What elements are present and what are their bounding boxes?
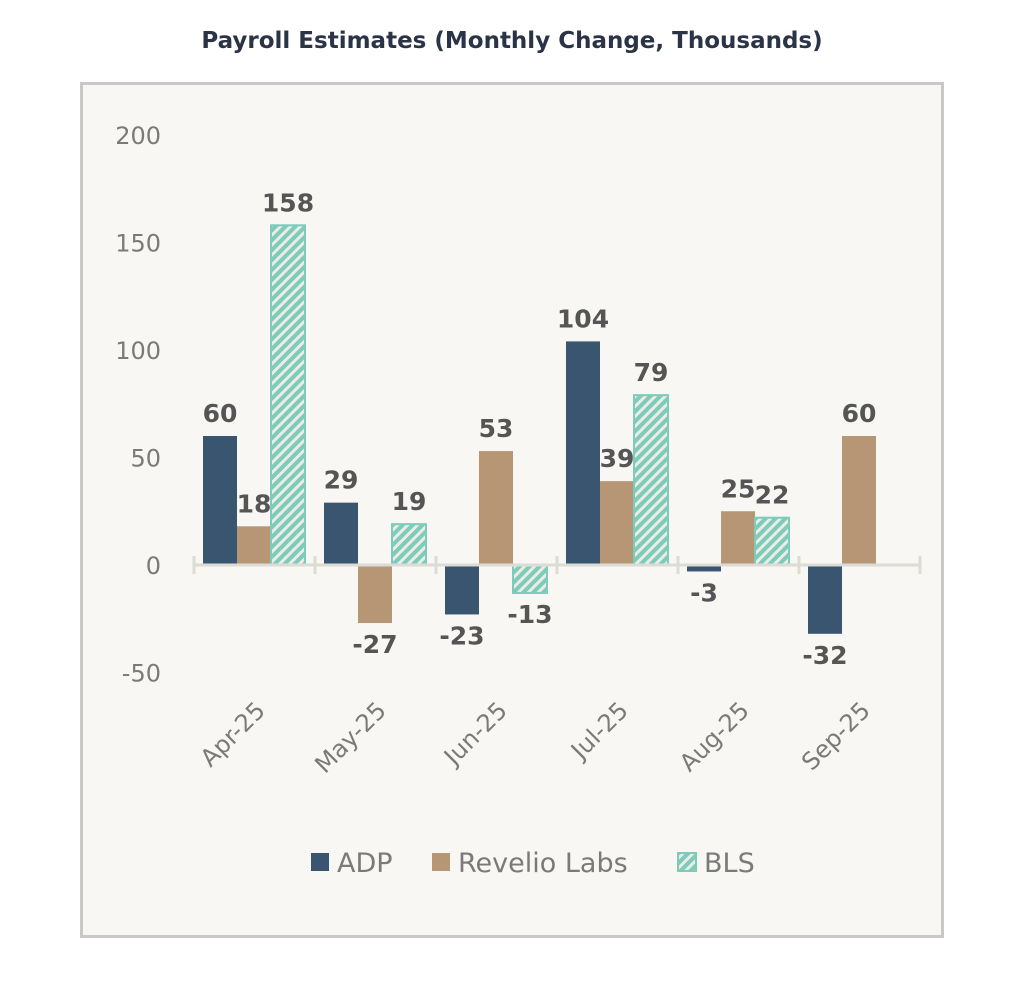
- data-label: 104: [557, 304, 609, 333]
- x-tick-labels: Apr-25 May-25 Jun-25 Jul-25 Aug-25 Sep-25: [195, 696, 876, 778]
- bar-adp: [687, 565, 721, 572]
- data-label: 60: [842, 399, 877, 428]
- data-label: 79: [634, 358, 669, 387]
- x-tick-label: Sep-25: [796, 696, 876, 776]
- data-label: 53: [479, 414, 514, 443]
- bar-revelio-labs: [842, 436, 876, 565]
- bar-revelio-labs: [358, 565, 392, 624]
- bar-adp: [324, 502, 358, 565]
- bar-adp: [566, 341, 600, 565]
- x-tick-label: Jul-25: [564, 696, 633, 765]
- y-tick-label: 50: [130, 445, 161, 473]
- y-tick-label: 0: [146, 552, 161, 580]
- data-label: 19: [392, 487, 427, 516]
- bar-bls: [512, 564, 548, 594]
- x-tick-label: May-25: [309, 696, 391, 778]
- legend-label: ADP: [337, 848, 393, 879]
- y-tick-label: 150: [115, 230, 161, 258]
- bar-adp: [203, 436, 237, 565]
- x-axis: [192, 556, 922, 574]
- y-tick-label: -50: [122, 660, 161, 688]
- data-label: 18: [237, 489, 272, 518]
- legend-label: Revelio Labs: [458, 848, 628, 879]
- y-axis: 200 150 100 50 0 -50: [115, 122, 161, 688]
- legend-item-adp: ADP: [311, 848, 393, 879]
- data-label: 60: [203, 399, 238, 428]
- legend-swatch: [677, 852, 697, 872]
- bar-revelio-labs: [721, 511, 755, 565]
- data-label: 25: [721, 474, 756, 503]
- y-tick-label: 100: [115, 337, 161, 365]
- x-tick-label: Aug-25: [674, 696, 755, 777]
- y-tick-label: 200: [115, 122, 161, 150]
- legend-item-revelio-labs: Revelio Labs: [432, 848, 628, 879]
- data-label: 29: [324, 466, 359, 495]
- bar-revelio-labs: [600, 481, 634, 565]
- legend-label: BLS: [704, 848, 755, 879]
- legend-item-bls: BLS: [677, 848, 755, 879]
- x-tick-label: Apr-25: [195, 696, 271, 772]
- bars-group: [203, 224, 876, 634]
- data-label: -13: [507, 600, 552, 629]
- bar-adp: [445, 565, 479, 615]
- bar-adp: [808, 565, 842, 634]
- legend-swatch: [432, 853, 450, 871]
- legend: ADP Revelio Labs BLS: [311, 848, 755, 879]
- bar-revelio-labs: [479, 451, 513, 565]
- bar-bls: [754, 516, 790, 567]
- chart-title: Payroll Estimates (Monthly Change, Thous…: [201, 28, 823, 54]
- bar-bls: [270, 224, 306, 567]
- data-label: -3: [690, 578, 718, 607]
- data-labels: 60 29 -23 104 -3 -32 18 -27 53 39 25 60 158 19 -13 79 22: [203, 188, 877, 670]
- bar-revelio-labs: [237, 526, 271, 565]
- data-label: 158: [262, 188, 314, 217]
- data-label: 22: [755, 481, 790, 510]
- bar-bls: [633, 394, 669, 566]
- data-label: 39: [600, 444, 635, 473]
- bar-bls: [391, 523, 427, 567]
- data-label: -27: [352, 630, 397, 659]
- legend-swatch: [311, 853, 329, 871]
- x-tick-label: Jun-25: [437, 696, 512, 771]
- data-label: -32: [802, 641, 847, 670]
- data-label: -23: [439, 621, 484, 650]
